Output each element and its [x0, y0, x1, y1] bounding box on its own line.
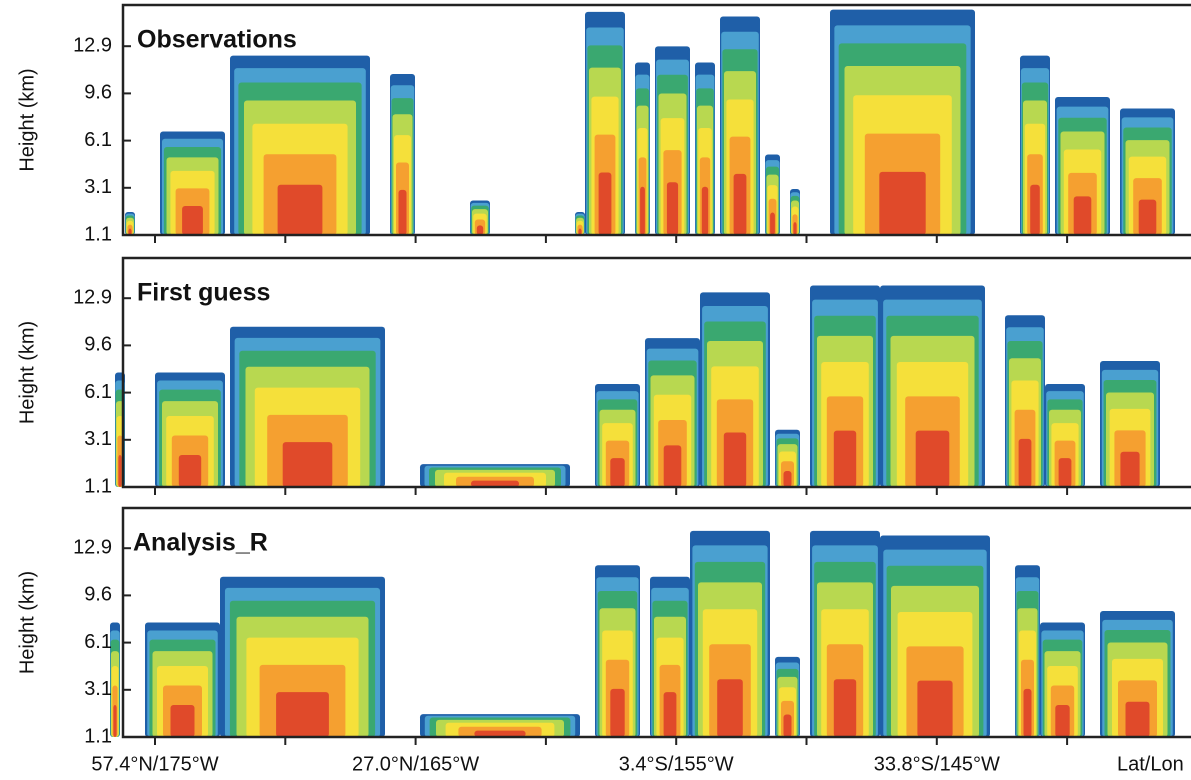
echo: [640, 186, 645, 235]
echo: [578, 228, 582, 235]
y-tick-label: 12.9: [73, 286, 112, 308]
echo: [879, 171, 926, 235]
y-tick-label: 3.1: [84, 176, 112, 198]
echo: [1120, 451, 1140, 487]
x-tick-label: 57.4°N/175°W: [91, 753, 218, 775]
y-axis-label: Height (km): [16, 68, 38, 171]
y-tick-label: 6.1: [84, 631, 112, 653]
echo: [471, 480, 519, 487]
echo: [1030, 184, 1040, 235]
echo: [723, 432, 747, 487]
panel-frame: [121, 256, 1191, 489]
echo: [701, 186, 709, 235]
echo: [733, 173, 747, 235]
y-tick-label: 1.1: [84, 475, 112, 497]
x-axis-label: Lat/Lon: [1117, 753, 1184, 775]
echo: [783, 470, 792, 487]
echo: [833, 679, 857, 737]
panel-frame: [121, 506, 1191, 739]
panel-title: Observations: [137, 26, 297, 54]
y-tick-label: 9.6: [84, 584, 112, 606]
y-tick-label: 1.1: [84, 223, 112, 245]
panel-frame: [121, 3, 1191, 237]
y-axis-label: Height (km): [16, 571, 38, 674]
echo: [118, 454, 122, 487]
echo: [1073, 196, 1092, 235]
echo: [128, 228, 132, 235]
y-tick-label: 3.1: [84, 428, 112, 450]
echo: [666, 182, 679, 235]
echo: [610, 458, 625, 487]
echo: [277, 184, 323, 235]
echo: [170, 704, 195, 737]
plot-area: [125, 9, 1175, 236]
echo: [770, 212, 775, 235]
echo: [474, 730, 526, 737]
y-tick-label: 6.1: [84, 129, 112, 151]
echo: [276, 692, 329, 737]
echo: [1018, 438, 1032, 487]
echo: [282, 442, 333, 487]
echo: [717, 679, 743, 737]
echo: [793, 222, 797, 235]
echo: [113, 704, 117, 737]
echo: [783, 714, 792, 737]
y-tick-label: 12.9: [73, 536, 112, 558]
y-tick-label: 3.1: [84, 678, 112, 700]
y-tick-label: 9.6: [84, 334, 112, 356]
echo: [1125, 701, 1150, 737]
panel-title: First guess: [137, 279, 270, 307]
echo: [178, 454, 202, 487]
echo: [1138, 199, 1157, 235]
plot-area: [110, 530, 1175, 737]
echo: [476, 225, 484, 235]
y-tick-label: 12.9: [73, 34, 112, 56]
plot-area: [115, 285, 1160, 487]
echo: [1023, 688, 1032, 737]
echo: [1055, 704, 1070, 737]
x-tick-label: 33.8°S/145°W: [874, 753, 1000, 775]
echo: [663, 692, 677, 737]
y-tick-label: 1.1: [84, 725, 112, 747]
echo: [182, 206, 203, 235]
y-axis-label: Height (km): [16, 321, 38, 424]
echo: [663, 445, 682, 487]
echo: [598, 172, 612, 235]
echo: [917, 680, 953, 737]
echo: [833, 430, 857, 487]
panel-title: Analysis_R: [133, 529, 268, 557]
y-tick-label: 9.6: [84, 82, 112, 104]
echo: [915, 430, 950, 487]
echo: [610, 688, 625, 737]
echo: [1058, 458, 1072, 487]
x-tick-label: 27.0°N/165°W: [352, 753, 479, 775]
y-tick-label: 6.1: [84, 381, 112, 403]
echo: [398, 189, 407, 235]
x-tick-label: 3.4°S/155°W: [619, 753, 734, 775]
